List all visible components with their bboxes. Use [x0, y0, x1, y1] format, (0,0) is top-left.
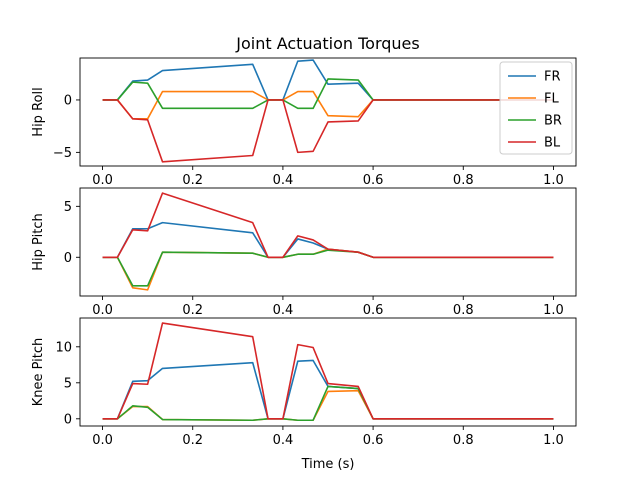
x-tick-label: 0.8: [453, 303, 474, 318]
legend-label-br: BR: [544, 114, 562, 129]
x-axis-label: Time (s): [301, 457, 355, 472]
y-axis-label: Hip Roll: [31, 87, 46, 136]
figure-title: Joint Actuation Torques: [235, 34, 419, 53]
x-tick-label: 0.0: [92, 433, 113, 448]
x-tick-label: 0.2: [182, 303, 203, 318]
x-tick-label: 0.2: [182, 173, 203, 188]
x-tick-label: 0.0: [92, 173, 113, 188]
x-tick-label: 0.4: [273, 433, 294, 448]
series-line-bl: [102, 99, 554, 163]
axes-frame: [79, 187, 577, 297]
x-tick-label: 0.8: [453, 433, 474, 448]
y-tick-label: −5: [53, 146, 72, 161]
subplot-3: 0.0 0.2 0.4 0.6 0.8 1.0 0 5 10 Knee Pitch: [31, 317, 577, 448]
x-tick-label: 0.0: [92, 303, 113, 318]
axes-frame: [79, 57, 577, 167]
legend: FR FL BR BL: [499, 61, 573, 155]
y-tick-label: 0: [64, 93, 72, 108]
subplot-1: 0.0 0.2 0.4 0.6 0.8 1.0 −5 0 Hip Roll FR FL BR BL: [31, 57, 577, 188]
x-tick-label: 0.6: [363, 303, 384, 318]
x-tick-label: 0.6: [363, 433, 384, 448]
x-tick-label: 0.4: [273, 303, 294, 318]
legend-label-fl: FL: [544, 92, 559, 107]
x-tick-label: 1.0: [543, 433, 564, 448]
series-line-bl: [102, 192, 554, 259]
y-tick-label: 0: [64, 251, 72, 266]
x-tick-label: 1.0: [543, 303, 564, 318]
y-axis-label: Knee Pitch: [31, 338, 46, 407]
legend-box: [499, 61, 573, 155]
x-tick-label: 0.4: [273, 173, 294, 188]
x-tick-label: 0.2: [182, 433, 203, 448]
x-tick-label: 0.6: [363, 173, 384, 188]
x-tick-label: 1.0: [543, 173, 564, 188]
y-tick-label: 0: [64, 412, 72, 427]
legend-label-bl: BL: [544, 136, 561, 151]
series-line-bl: [102, 322, 554, 420]
axes-frame: [79, 317, 577, 427]
y-axis-label: Hip Pitch: [31, 213, 46, 270]
y-tick-label: 5: [64, 376, 72, 391]
legend-label-fr: FR: [544, 70, 561, 85]
x-tick-label: 0.8: [453, 173, 474, 188]
subplot-2: 0.0 0.2 0.4 0.6 0.8 1.0 0 5 Hip Pitch: [31, 187, 577, 318]
y-tick-label: 10: [55, 340, 72, 355]
y-tick-label: 5: [64, 200, 72, 215]
